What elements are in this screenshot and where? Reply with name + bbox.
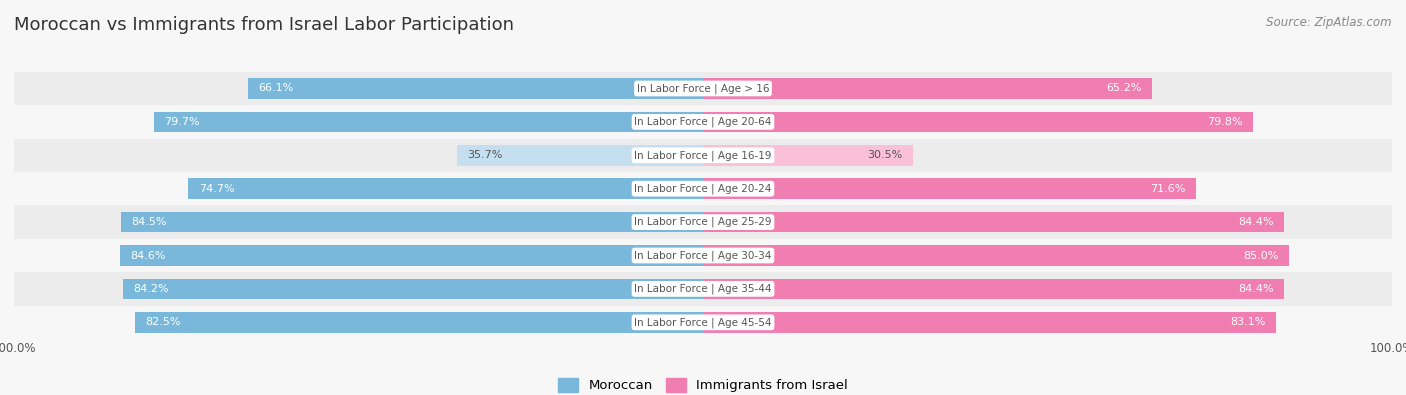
Bar <box>247 78 703 99</box>
Bar <box>121 212 703 233</box>
Bar <box>703 145 912 166</box>
Bar <box>703 111 1253 132</box>
Text: 79.8%: 79.8% <box>1206 117 1243 127</box>
Bar <box>703 312 1275 333</box>
Text: 83.1%: 83.1% <box>1230 317 1265 327</box>
Bar <box>14 139 1392 172</box>
Text: 30.5%: 30.5% <box>868 150 903 160</box>
Text: 84.4%: 84.4% <box>1239 284 1274 294</box>
Text: 82.5%: 82.5% <box>145 317 180 327</box>
Text: In Labor Force | Age > 16: In Labor Force | Age > 16 <box>637 83 769 94</box>
Text: 79.7%: 79.7% <box>165 117 200 127</box>
Bar <box>14 105 1392 139</box>
Text: 84.4%: 84.4% <box>1239 217 1274 227</box>
Bar <box>120 245 703 266</box>
Text: In Labor Force | Age 35-44: In Labor Force | Age 35-44 <box>634 284 772 294</box>
Text: In Labor Force | Age 25-29: In Labor Force | Age 25-29 <box>634 217 772 228</box>
Bar <box>703 78 1152 99</box>
Text: In Labor Force | Age 20-64: In Labor Force | Age 20-64 <box>634 117 772 127</box>
Legend: Moroccan, Immigrants from Israel: Moroccan, Immigrants from Israel <box>558 378 848 392</box>
Bar <box>14 239 1392 272</box>
Bar <box>14 205 1392 239</box>
Bar <box>457 145 703 166</box>
Text: 84.2%: 84.2% <box>134 284 169 294</box>
Bar <box>14 72 1392 105</box>
Text: Moroccan vs Immigrants from Israel Labor Participation: Moroccan vs Immigrants from Israel Labor… <box>14 16 515 34</box>
Text: 65.2%: 65.2% <box>1107 83 1142 94</box>
Bar <box>14 272 1392 306</box>
Bar <box>135 312 703 333</box>
Bar <box>14 306 1392 339</box>
Text: 84.5%: 84.5% <box>131 217 167 227</box>
Text: 66.1%: 66.1% <box>257 83 294 94</box>
Text: 84.6%: 84.6% <box>131 250 166 261</box>
Text: 74.7%: 74.7% <box>198 184 235 194</box>
Text: Source: ZipAtlas.com: Source: ZipAtlas.com <box>1267 16 1392 29</box>
Bar <box>153 111 703 132</box>
Bar <box>14 172 1392 205</box>
Text: In Labor Force | Age 20-24: In Labor Force | Age 20-24 <box>634 183 772 194</box>
Bar <box>703 178 1197 199</box>
Text: In Labor Force | Age 45-54: In Labor Force | Age 45-54 <box>634 317 772 327</box>
Text: 71.6%: 71.6% <box>1150 184 1185 194</box>
Bar <box>703 278 1285 299</box>
Text: 35.7%: 35.7% <box>467 150 503 160</box>
Bar <box>703 245 1289 266</box>
Bar <box>188 178 703 199</box>
Text: In Labor Force | Age 16-19: In Labor Force | Age 16-19 <box>634 150 772 160</box>
Bar <box>122 278 703 299</box>
Text: 85.0%: 85.0% <box>1243 250 1278 261</box>
Text: In Labor Force | Age 30-34: In Labor Force | Age 30-34 <box>634 250 772 261</box>
Bar <box>703 212 1285 233</box>
